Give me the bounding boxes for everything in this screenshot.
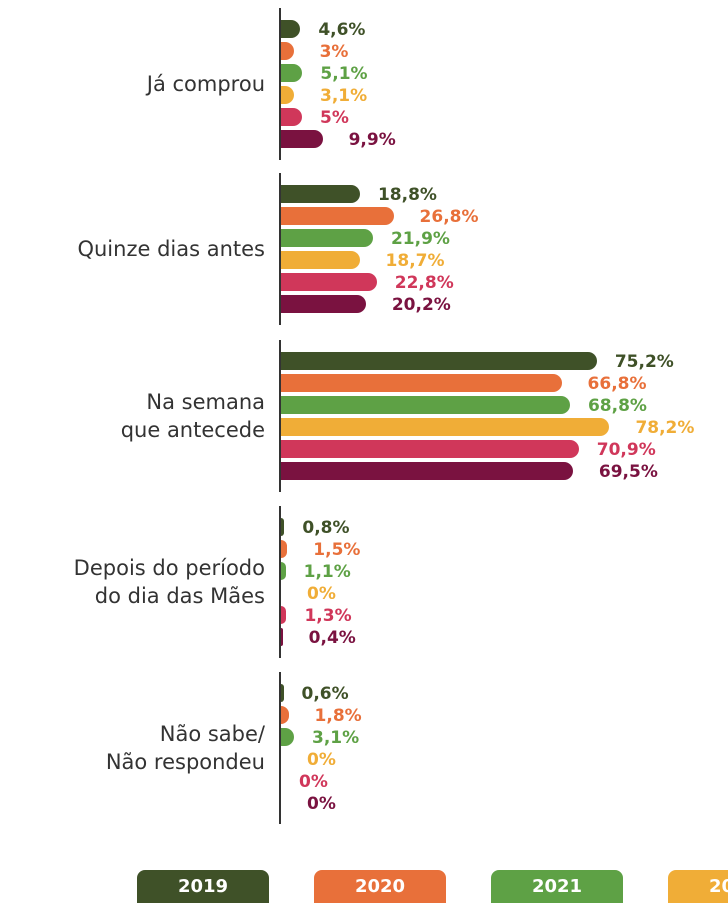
bar: [281, 229, 373, 247]
bar: [281, 42, 294, 60]
value-label: 66,8%: [587, 374, 647, 394]
category-label: Quinze dias antes: [77, 237, 265, 261]
value-label: 4,6%: [318, 20, 366, 40]
value-label: 0%: [307, 584, 336, 604]
value-label: 0%: [307, 750, 336, 770]
axis-line: [279, 173, 281, 325]
bar: [281, 606, 287, 624]
value-label: 75,2%: [614, 352, 674, 372]
value-label: 5,1%: [320, 64, 368, 84]
bar: [281, 462, 573, 480]
value-label: 78,2%: [635, 418, 695, 438]
bar: [281, 352, 597, 370]
value-label: 1,8%: [314, 706, 362, 726]
value-label: 21,9%: [390, 229, 450, 249]
value-label: 69,5%: [598, 462, 658, 482]
value-label: 1,3%: [304, 606, 352, 626]
bar: [281, 684, 284, 702]
category-label: Já comprou: [146, 72, 265, 96]
category-label: Na semana que antecede: [120, 390, 265, 442]
value-label: 3%: [319, 42, 349, 62]
value-label: 0,8%: [302, 518, 350, 538]
legend-item: 2019: [137, 870, 269, 903]
legend-item: 2022: [668, 870, 728, 903]
value-label: 1,5%: [313, 540, 361, 560]
axis-line: [279, 340, 281, 492]
axis-line: [279, 672, 281, 824]
legend-item: 2020: [314, 870, 446, 903]
bar: [281, 706, 289, 724]
bar: [281, 728, 295, 746]
bar: [281, 86, 295, 104]
category-label: Depois do período do dia das Mães: [73, 556, 265, 608]
bar: [281, 396, 570, 414]
value-label: 9,9%: [348, 130, 396, 150]
value-label: 3,1%: [320, 86, 368, 106]
axis-line: [279, 8, 281, 160]
value-label: 68,8%: [587, 396, 647, 416]
legend-item: 2021: [491, 870, 623, 903]
bar: [281, 418, 610, 436]
bar: [281, 20, 301, 38]
category-label: Não sabe/ Não respondeu: [105, 722, 265, 774]
bar: [281, 374, 562, 392]
value-label: 0,4%: [308, 628, 356, 648]
axis-line: [279, 506, 281, 658]
value-label: 22,8%: [394, 273, 454, 293]
value-label: 5%: [320, 108, 349, 128]
bar: [281, 518, 285, 536]
value-label: 70,9%: [596, 440, 656, 460]
value-label: 18,7%: [385, 251, 445, 271]
value-label: 0%: [299, 772, 328, 792]
value-label: 0%: [307, 794, 336, 814]
value-label: 26,8%: [419, 207, 479, 227]
bar: [281, 540, 288, 558]
bar: [281, 130, 323, 148]
bar: [281, 562, 286, 580]
value-label: 3,1%: [312, 728, 360, 748]
value-label: 20,2%: [391, 295, 451, 315]
bar: [281, 108, 302, 126]
bar: [281, 295, 366, 313]
bar: [281, 251, 360, 269]
bar: [281, 273, 377, 291]
value-label: 18,8%: [377, 185, 437, 205]
bar: [281, 440, 579, 458]
value-label: 0,6%: [301, 684, 349, 704]
bar: [281, 628, 283, 646]
bar: [281, 207, 394, 225]
value-label: 1,1%: [303, 562, 351, 582]
bar: [281, 64, 303, 82]
bar: [281, 185, 360, 203]
